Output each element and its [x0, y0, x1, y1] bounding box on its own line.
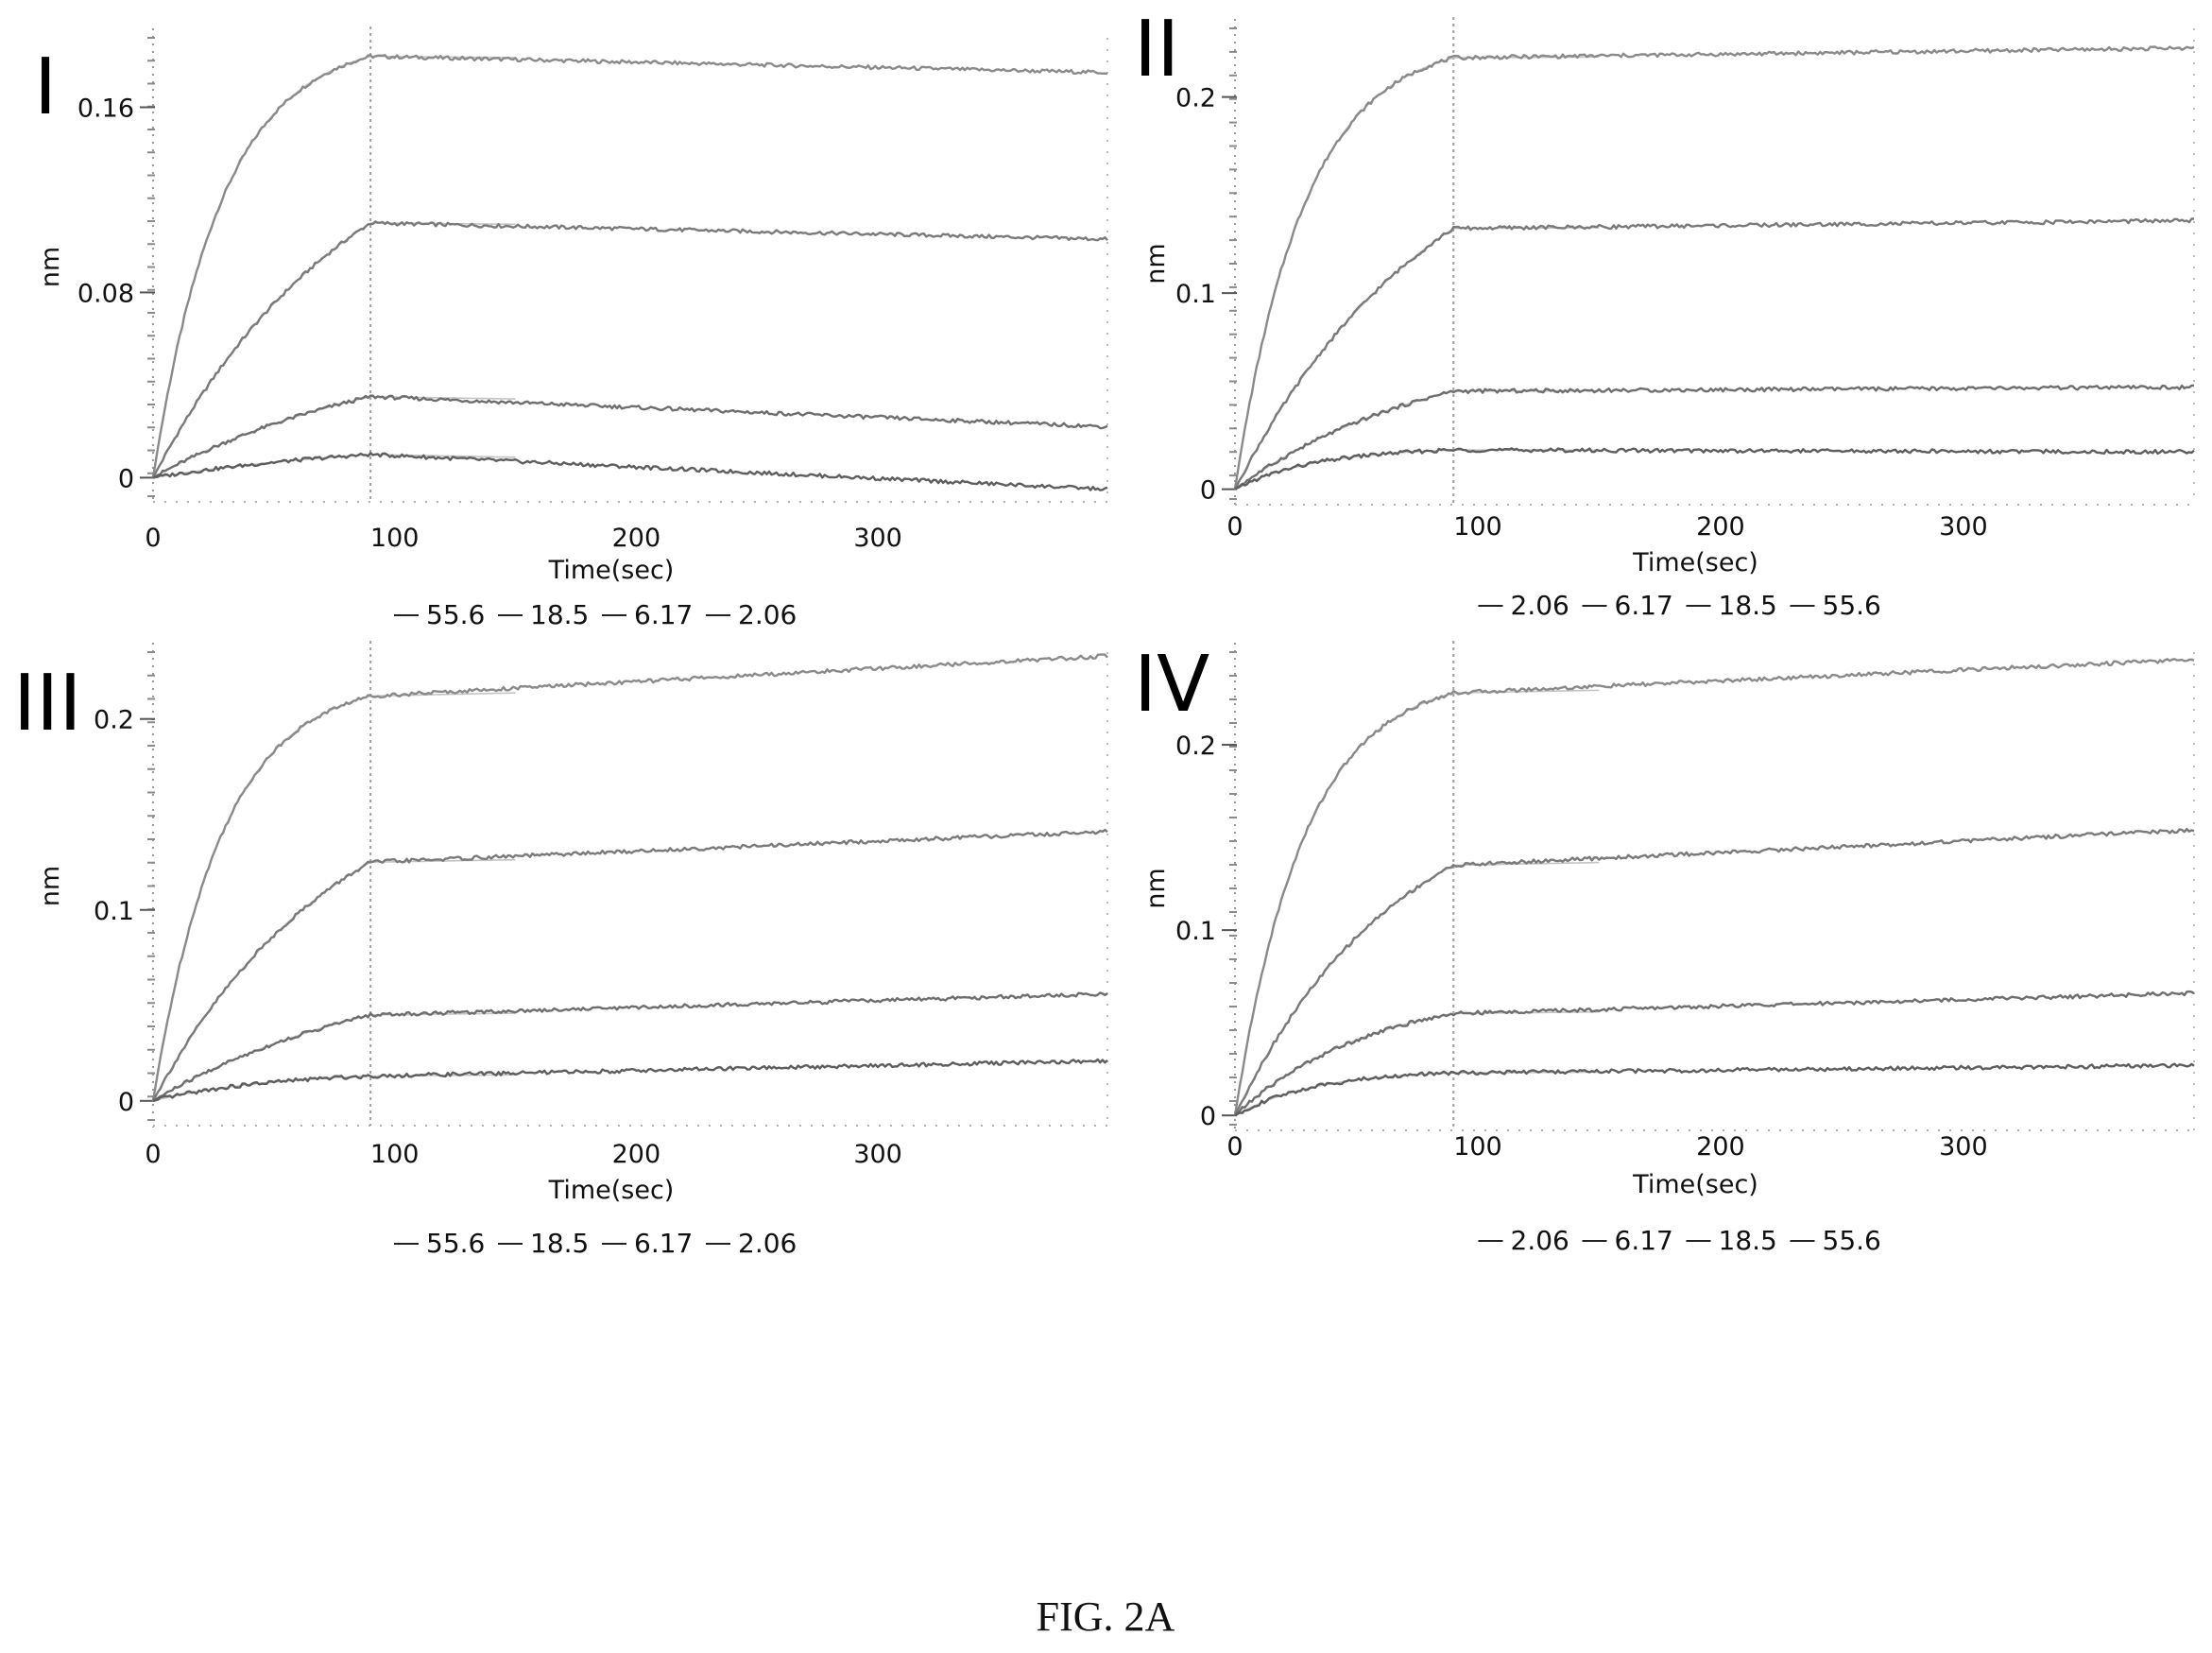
legend-label-2.06: 2.06	[738, 599, 797, 630]
y-axis-title: nm	[1141, 868, 1171, 908]
x-axis-title: Time(sec)	[548, 556, 675, 585]
y-tick-label: 0.2	[1175, 84, 1216, 113]
y-tick-label: 0.16	[77, 94, 134, 123]
fit-curve-6.17	[1234, 1010, 1600, 1116]
x-tick-label: 300	[1939, 1132, 1988, 1162]
legend-label-6.17: 6.17	[634, 1228, 693, 1259]
series-line-2.06	[152, 452, 1108, 491]
fit-curve-18.5	[152, 222, 516, 478]
x-tick-label: 100	[1453, 512, 1502, 542]
fit-curve-6.17	[152, 395, 516, 479]
x-tick-label: 200	[612, 524, 661, 553]
x-axis-title: Time(sec)	[1632, 548, 1758, 577]
series-line-2.06	[1234, 447, 2195, 491]
fit-curve-6.17	[1234, 389, 1600, 491]
series-line-2.06	[1234, 1062, 2195, 1117]
series-line-55.6	[1233, 45, 2195, 490]
y-axis-title: nm	[1141, 243, 1171, 284]
series-line-6.17	[152, 991, 1108, 1102]
legend-label-2.06: 2.06	[1511, 1225, 1569, 1256]
y-axis-title: nm	[36, 247, 65, 287]
legend-label-55.6: 55.6	[1823, 590, 1881, 621]
x-tick-label: 0	[145, 1140, 161, 1169]
panel-label: II	[1134, 5, 1179, 95]
legend-label-6.17: 6.17	[1615, 590, 1673, 621]
fit-curve-55.6	[152, 55, 516, 478]
fit-curve-18.5	[152, 858, 516, 1102]
y-tick-label: 0.1	[94, 897, 134, 926]
series-line-55.6	[1233, 658, 2195, 1116]
legend-label-18.5: 18.5	[530, 599, 589, 630]
x-axis-title: Time(sec)	[1632, 1170, 1758, 1199]
legend-label-6.17: 6.17	[634, 599, 693, 630]
legend-label-2.06: 2.06	[738, 1228, 797, 1259]
legend-label-18.5: 18.5	[1719, 590, 1777, 621]
legend-label-55.6: 55.6	[1823, 1225, 1881, 1256]
x-tick-label: 300	[853, 524, 902, 553]
y-tick-label: 0	[118, 1088, 134, 1117]
y-axis-title: nm	[36, 866, 65, 906]
y-tick-label: 0.1	[1175, 280, 1216, 309]
legend-label-18.5: 18.5	[530, 1228, 589, 1259]
legend-label-55.6: 55.6	[426, 1228, 485, 1259]
y-tick-label: 0.2	[1175, 732, 1216, 761]
series-line-18.5	[151, 220, 1108, 478]
fit-curve-6.17	[152, 1012, 516, 1102]
fit-curve-18.5	[1234, 861, 1600, 1116]
chart-panel-IV: IV 0 0.1 0.2 0 100 200 300 Time(sec) nm 2.06 6.17 18…	[1134, 640, 2195, 1256]
panel-label: IV	[1134, 640, 1209, 730]
chart-panels: I 0 0.08 0.16 0 100 200 300 Time(sec) nm 55.6 18.5 6…	[13, 5, 2195, 1259]
x-tick-label: 100	[1453, 1132, 1502, 1162]
legend-label-6.17: 6.17	[1615, 1225, 1673, 1256]
x-tick-label: 0	[1226, 512, 1243, 542]
chart-panel-II: II 0 0.1 0.2 0 100 200 300 Time(sec) nm 2.06 6.17 18…	[1134, 5, 2195, 621]
y-tick-label: 0	[118, 464, 134, 493]
x-tick-label: 100	[370, 524, 420, 553]
fit-curve-2.06	[152, 1074, 516, 1102]
x-axis-title: Time(sec)	[548, 1176, 675, 1205]
x-tick-label: 100	[370, 1140, 420, 1169]
legend-label-55.6: 55.6	[426, 599, 485, 630]
x-tick-label: 300	[1939, 512, 1988, 542]
series-line-6.17	[1234, 990, 2195, 1117]
fit-curve-2.06	[1234, 1071, 1600, 1116]
x-tick-label: 200	[1696, 512, 1745, 542]
legend-label-2.06: 2.06	[1511, 590, 1569, 621]
series-line-55.6	[151, 653, 1108, 1101]
x-tick-label: 0	[1226, 1132, 1243, 1162]
x-tick-label: 200	[612, 1140, 661, 1169]
fit-curve-55.6	[1234, 56, 1600, 490]
y-tick-label: 0.08	[77, 279, 134, 308]
x-tick-label: 200	[1696, 1132, 1745, 1162]
y-tick-label: 0	[1200, 476, 1216, 506]
fit-curve-55.6	[152, 692, 516, 1101]
y-tick-label: 0.1	[1175, 917, 1216, 946]
series-line-18.5	[1233, 828, 2195, 1116]
legend-label-18.5: 18.5	[1719, 1225, 1777, 1256]
series-line-2.06	[152, 1058, 1108, 1102]
y-tick-label: 0.2	[94, 706, 134, 735]
figure-caption: FIG. 2A	[1037, 1593, 1175, 1640]
panel-label: III	[13, 659, 82, 749]
y-tick-label: 0	[1200, 1102, 1216, 1131]
chart-panel-III: III 0 0.1 0.2 0 100 200 300 Time(sec) nm 55.6 18.5 6…	[13, 641, 1108, 1259]
series-line-6.17	[1234, 384, 2195, 491]
x-tick-label: 300	[853, 1140, 902, 1169]
x-tick-label: 0	[145, 524, 161, 553]
series-line-6.17	[152, 394, 1108, 479]
panel-label: I	[34, 43, 57, 132]
fit-curve-55.6	[1234, 689, 1600, 1116]
series-line-18.5	[151, 828, 1108, 1102]
series-line-18.5	[1233, 217, 2194, 491]
series-line-55.6	[151, 54, 1108, 478]
chart-panel-I: I 0 0.08 0.16 0 100 200 300 Time(sec) nm 55.6 18.5 6…	[34, 26, 1108, 630]
